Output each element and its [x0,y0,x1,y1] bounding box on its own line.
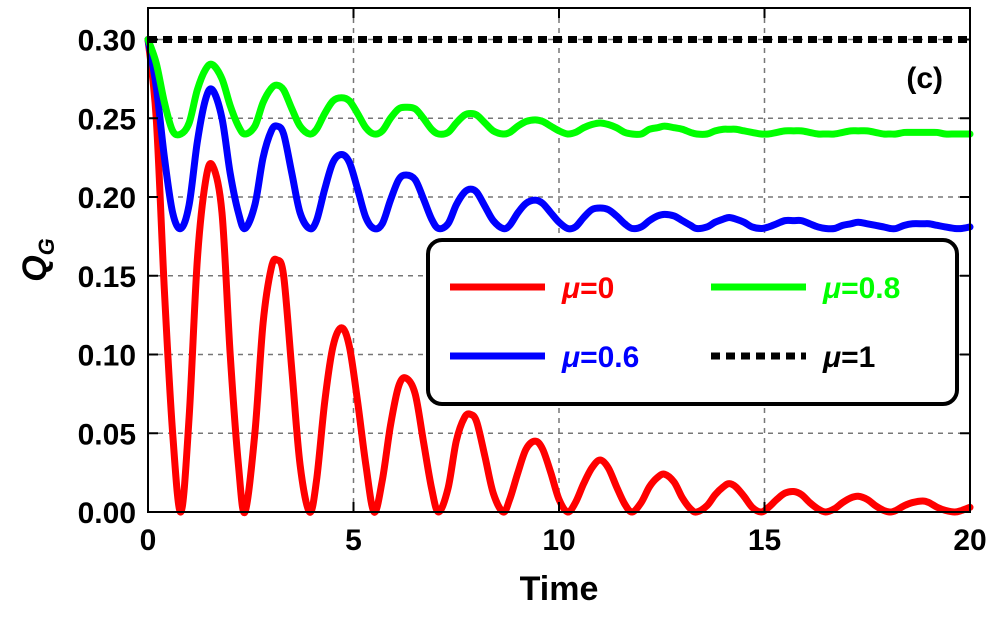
legend-label-value: =0.6 [580,341,639,374]
legend-label-value: =0.8 [841,272,900,305]
x-axis-title: Time [520,570,599,608]
x-tick-label: 0 [140,524,157,557]
legend-items: μ=0μ=0.6μ=0.8μ=1 [450,272,900,374]
legend-label: μ=0.6 [561,341,639,374]
y-tick-label: 0.00 [78,497,136,530]
x-tick-label: 20 [953,524,986,557]
y-tick-label: 0.30 [78,25,136,58]
legend-label-symbol: μ [822,341,841,374]
panel-label: (c) [906,62,943,95]
legend-label-value: =0 [580,272,614,305]
y-axis-title: QG [16,238,59,282]
y-tick-label: 0.25 [78,103,136,136]
x-tick-label: 15 [748,524,781,557]
legend: μ=0μ=0.6μ=0.8μ=1 [426,238,959,406]
x-tick-label: 5 [345,524,362,557]
legend-label: μ=1 [822,341,875,374]
series-line-2 [144,36,974,139]
legend-label-symbol: μ [822,272,841,305]
y-tick-label: 0.20 [78,182,136,215]
legend-label-symbol: μ [561,341,580,374]
x-tick-labels: 0 5 10 15 20 [140,524,987,557]
x-tick-label: 10 [542,524,575,557]
ticks [147,8,971,513]
y-axis-title-sub: G [34,238,59,255]
legend-label-symbol: μ [561,272,580,305]
legend-label-value: =1 [841,341,875,374]
y-tick-labels: 0.00 0.05 0.10 0.15 0.20 0.25 0.30 [78,25,136,531]
y-tick-label: 0.15 [78,261,136,294]
series-line-1 [144,36,974,233]
y-axis-title-main: Q [16,255,54,281]
legend-box [426,238,959,406]
y-tick-label: 0.10 [78,340,136,373]
legend-label: μ=0.8 [822,272,900,305]
y-tick-label: 0.05 [78,418,136,451]
legend-label: μ=0 [561,272,614,305]
